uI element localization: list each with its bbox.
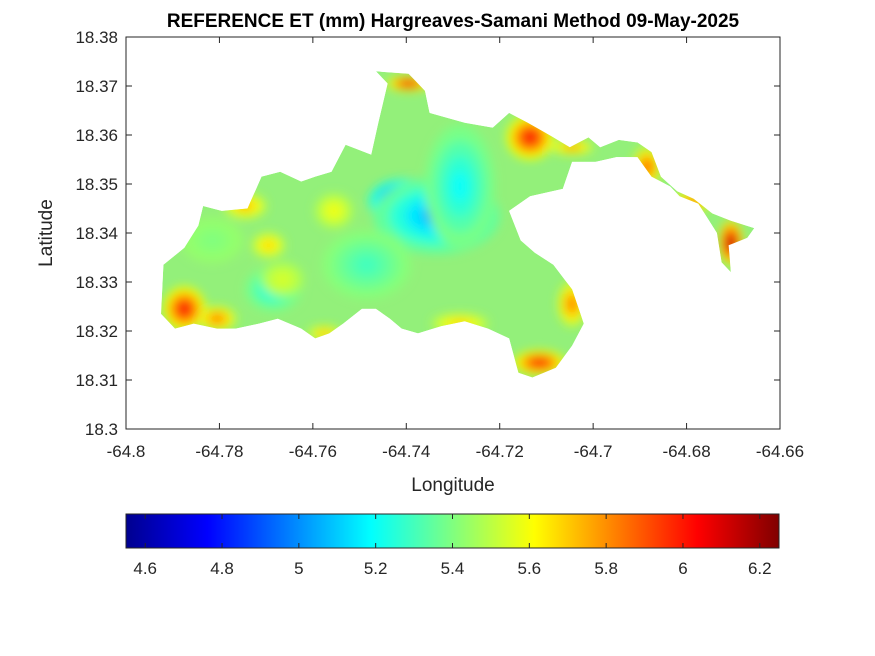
colorbar-tick-label: 5.4 <box>441 559 465 578</box>
contour-blob <box>551 139 594 155</box>
y-tick-label: 18.38 <box>75 28 118 47</box>
y-tick-label: 18.37 <box>75 77 118 96</box>
contour-blob <box>387 76 430 91</box>
contour-blob <box>182 218 243 263</box>
x-tick-label: -64.66 <box>756 442 804 461</box>
contour-blob <box>198 306 236 332</box>
colorbar-tick-label: 4.8 <box>210 559 234 578</box>
y-axis: 18.3 18.31 18.32 18.33 18.34 18.35 18.36 18.37 1… <box>75 28 780 439</box>
contour-level <box>320 331 329 336</box>
contour-level <box>451 171 469 202</box>
contour-blob <box>425 125 495 248</box>
contour-level <box>277 275 288 284</box>
contour-level <box>403 81 414 86</box>
x-tick-label: -64.78 <box>195 442 243 461</box>
x-tick-label: -64.74 <box>382 442 430 461</box>
colorbar-gradient <box>125 513 780 549</box>
x-tick-label: -64.68 <box>662 442 710 461</box>
colorbar-tick-label: 5.2 <box>364 559 388 578</box>
colorbar-tick-label: 5.8 <box>594 559 618 578</box>
x-tick-label: -64.8 <box>107 442 146 461</box>
x-tick-label: -64.72 <box>476 442 524 461</box>
x-tick-label: -64.7 <box>574 442 613 461</box>
y-tick-label: 18.35 <box>75 175 118 194</box>
contour-level <box>568 298 576 310</box>
x-axis: -64.8 -64.78 -64.76 -64.74 -64.72 -64.7 -64.68… <box>107 37 804 461</box>
contour-blob <box>322 230 411 300</box>
et-field <box>161 71 755 378</box>
et-contours <box>163 76 743 376</box>
y-axis-label: Latitude <box>36 199 57 267</box>
contour-blob <box>315 193 353 229</box>
y-tick-label: 18.3 <box>85 420 118 439</box>
x-tick-label: -64.76 <box>289 442 337 461</box>
contour-level <box>212 315 222 322</box>
colorbar-tick-label: 4.6 <box>133 559 157 578</box>
contour-blob <box>261 262 304 297</box>
y-tick-label: 18.32 <box>75 322 118 341</box>
contour-level <box>179 303 190 315</box>
y-tick-label: 18.33 <box>75 273 118 292</box>
y-tick-label: 18.31 <box>75 371 118 390</box>
colorbar-tick-label: 6.2 <box>748 559 772 578</box>
y-tick-label: 18.36 <box>75 126 118 145</box>
contour-blob <box>252 233 285 258</box>
contour-level <box>264 242 273 249</box>
contour-level <box>524 131 536 143</box>
contour-blob <box>513 350 566 376</box>
chart-title: REFERENCE ET (mm) Hargreaves-Samani Meth… <box>167 11 740 32</box>
colorbar-tick-label: 6 <box>678 559 687 578</box>
contour-level <box>204 234 220 246</box>
contour-level <box>329 206 339 216</box>
colorbar-ticks: 4.6 4.8 5 5.2 5.4 5.6 5.8 6 6.2 <box>133 514 772 578</box>
y-tick-label: 18.34 <box>75 224 118 243</box>
contour-level <box>355 256 378 274</box>
x-axis-label: Longitude <box>411 475 494 496</box>
contour-blob <box>163 286 206 331</box>
colorbar-tick-label: 5.6 <box>518 559 542 578</box>
contour-level <box>533 359 546 366</box>
colorbar: 4.6 4.8 5 5.2 5.4 5.6 5.8 6 6.2 <box>125 513 780 578</box>
colorbar-tick-label: 5 <box>294 559 303 578</box>
